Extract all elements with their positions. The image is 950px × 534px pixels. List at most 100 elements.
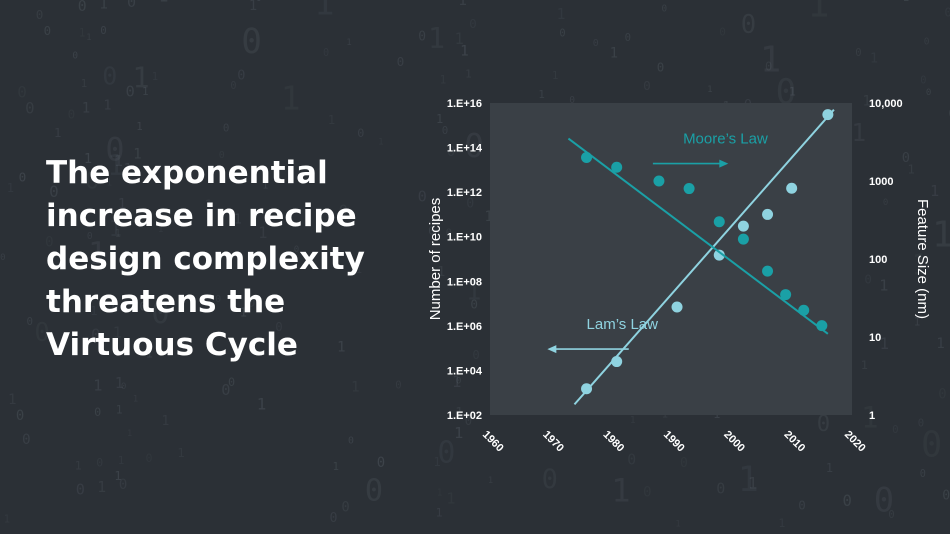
background-digit: 0	[275, 319, 282, 334]
background-digit: 1	[903, 0, 910, 4]
background-digit: 1	[378, 138, 383, 148]
background-digit: 0	[883, 198, 888, 208]
background-digit: 1	[240, 306, 247, 320]
background-digit: 0	[102, 61, 117, 90]
background-digit: 1	[862, 93, 871, 109]
background-digit: 1	[88, 236, 107, 272]
background-digit: 1	[440, 74, 447, 87]
background-digit: 0	[559, 27, 565, 39]
background-digit: 1	[115, 374, 124, 392]
background-digit: 0	[78, 0, 87, 15]
background-digit: 1	[675, 519, 681, 530]
headline-line: threatens the	[46, 284, 286, 320]
y-tick-label: 1.E+14	[447, 143, 483, 155]
background-digit: 0	[719, 26, 726, 39]
background-digit: 1	[103, 98, 111, 114]
background-digit: 1	[351, 380, 360, 396]
background-digit: 1	[234, 211, 242, 227]
y2-tick-label: 100	[869, 254, 887, 266]
lam-data-point	[737, 220, 749, 232]
background-digit: 1	[82, 100, 91, 116]
background-digit: 0	[817, 411, 830, 437]
moore-data-point	[780, 289, 792, 301]
background-digit: 1	[488, 476, 493, 486]
moore-data-point	[653, 175, 665, 187]
background-digit: 0	[924, 36, 930, 47]
background-digit: 0	[662, 3, 668, 14]
background-digit: 1	[127, 429, 132, 439]
background-digit: 0	[215, 294, 221, 305]
background-digit: 1	[90, 303, 98, 318]
background-digit: 0	[49, 182, 59, 201]
background-digit: 1	[826, 461, 833, 475]
plot-area	[490, 103, 852, 415]
headline-line: design complexity	[46, 241, 365, 277]
background-digit: 0	[864, 272, 871, 287]
lam-data-point	[822, 109, 834, 121]
background-digit: 0	[139, 299, 147, 314]
background-digit: 0	[593, 38, 599, 49]
background-digit: 1	[115, 228, 121, 240]
background-digit: 1	[466, 277, 482, 307]
background-digit: 1	[113, 323, 122, 341]
lam-data-point	[762, 208, 774, 220]
background-digit: 1	[162, 414, 170, 429]
x-tick-label: 1970	[540, 429, 566, 455]
background-digit: 1	[79, 27, 86, 40]
background-digit: 0	[17, 83, 27, 102]
background-digit: 0	[0, 253, 5, 263]
lam-data-point	[786, 182, 798, 194]
moore-data-point	[611, 161, 623, 173]
background-digit: 1	[789, 84, 796, 98]
background-digit: 0	[228, 375, 235, 389]
background-digit: 1	[257, 394, 267, 413]
background-digit: 0	[892, 423, 899, 436]
background-digit: 1	[557, 6, 566, 23]
moore-arrow-head	[719, 159, 729, 168]
background-digit: 0	[627, 451, 636, 468]
y-tick-label: 1.E+06	[447, 321, 482, 333]
background-digit: 0	[87, 231, 93, 242]
background-digit: 0	[843, 492, 852, 510]
background-digit: 1	[465, 67, 472, 80]
background-digit: 0	[127, 0, 136, 11]
moore-law-label: Moore’s Law	[683, 131, 768, 148]
background-digit: 0	[921, 424, 942, 465]
background-digit: 0	[942, 489, 950, 504]
background-digit: 1	[114, 152, 123, 170]
background-digit: 0	[716, 480, 725, 498]
background-digit: 1	[436, 505, 443, 519]
background-digit: 1	[132, 60, 149, 94]
background-digit: 0	[765, 59, 772, 73]
background-digit: 1	[158, 224, 164, 235]
background-digit: 1	[778, 516, 785, 530]
background-digit: 1	[452, 372, 462, 391]
x-tick-label: 2010	[782, 429, 808, 455]
background-digit: 1	[454, 424, 463, 442]
background-digit: 0	[96, 456, 103, 470]
background-digit: 1	[930, 182, 939, 200]
background-digit: 1	[936, 336, 945, 352]
background-digit: 0	[442, 124, 449, 137]
slide-headline: The exponential increase in recipe desig…	[46, 152, 376, 367]
background-digit: 1	[870, 51, 878, 67]
background-digit: 1	[258, 224, 267, 242]
background-digit: 1	[552, 69, 559, 82]
background-digit: 0	[643, 78, 651, 93]
background-digit: 0	[472, 348, 479, 362]
background-digit: 0	[219, 150, 225, 161]
background-digit: 0	[22, 432, 31, 448]
headline-line: Virtuous Cycle	[46, 327, 298, 363]
background-digit: 1	[328, 112, 335, 127]
background-digit: 0	[45, 235, 54, 251]
background-digit: 0	[72, 51, 78, 62]
background-digit: 0	[418, 29, 426, 44]
background-digit: 1	[145, 346, 153, 361]
lam-arrow-head	[547, 345, 557, 354]
background-digit: 0	[27, 315, 34, 328]
background-digit: 1	[861, 401, 879, 435]
background-digit: 1	[748, 474, 758, 493]
background-digit: 1	[133, 394, 138, 404]
background-digit: 1	[707, 85, 712, 95]
